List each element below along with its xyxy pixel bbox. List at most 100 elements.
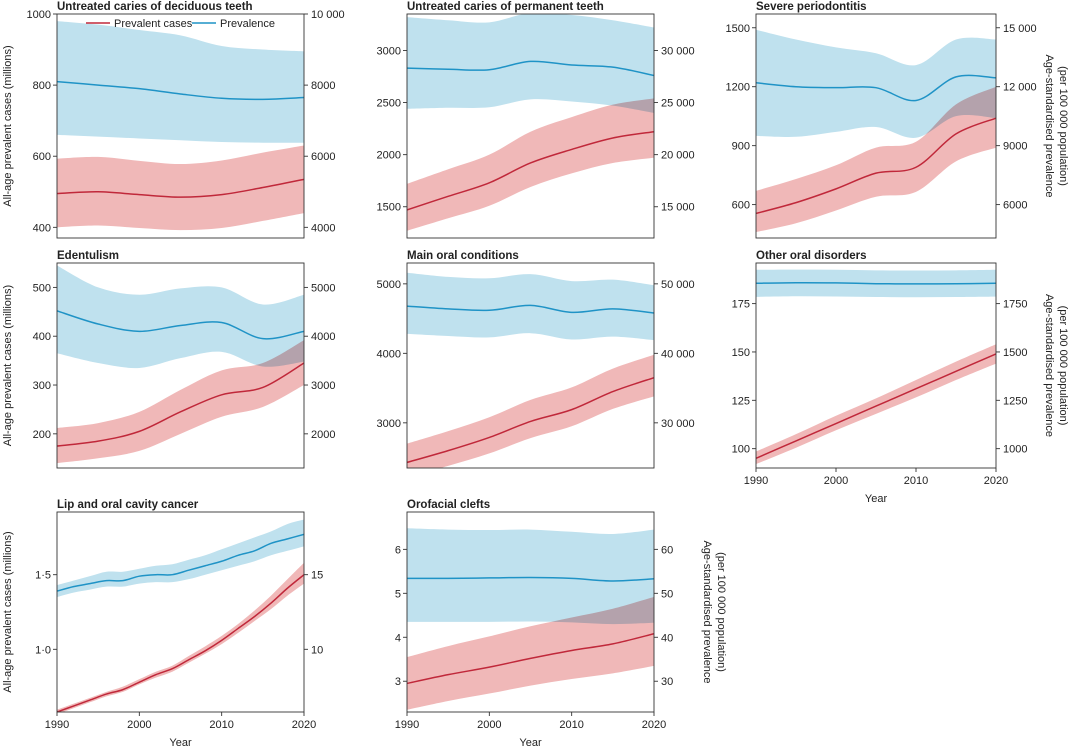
panel-frame xyxy=(406,13,655,239)
left-tick-label: 800 xyxy=(33,80,51,92)
right-axis-label: Age-standardised prevalence xyxy=(1043,54,1055,197)
plot-area xyxy=(57,21,304,231)
left-tick-label: 3000 xyxy=(377,418,401,430)
left-tick-label: 500 xyxy=(33,282,51,294)
right-tick-label: 1000 xyxy=(1003,444,1027,456)
right-tick-label: 12 000 xyxy=(1003,82,1037,94)
left-tick-label: 5 xyxy=(395,588,401,600)
x-tick-label: 2020 xyxy=(292,719,316,731)
left-tick-label: 300 xyxy=(33,380,51,392)
right-tick-label: 1250 xyxy=(1003,395,1027,407)
right-tick-label: 10 xyxy=(311,644,323,656)
x-tick-label: 1990 xyxy=(45,719,69,731)
cases-uncertainty-band xyxy=(407,98,654,231)
panel-title: Untreated caries of deciduous teeth xyxy=(57,1,253,13)
right-axis-label-units: (per 100 000 population) xyxy=(715,552,727,672)
prevalence-line xyxy=(756,281,996,285)
right-tick-label: 15 000 xyxy=(661,202,695,214)
x-tick-label: 2020 xyxy=(642,719,666,731)
panel-title: Orofacial clefts xyxy=(407,499,490,511)
x-tick-label: 1990 xyxy=(395,719,419,731)
panel-5: Main oral conditions 3000 4000 5000 30 000 40… xyxy=(377,250,695,469)
cases-line xyxy=(756,353,996,460)
right-tick-label: 20 000 xyxy=(661,150,695,162)
left-tick-label: 4000 xyxy=(377,348,401,360)
left-tick-label: 2000 xyxy=(377,150,401,162)
right-tick-label: 30 xyxy=(661,676,673,688)
right-tick-label: 3000 xyxy=(311,380,335,392)
left-tick-label: 1200 xyxy=(726,82,750,94)
x-axis-label: Year xyxy=(519,737,542,749)
plot-area xyxy=(57,265,304,464)
plot-area xyxy=(57,519,304,712)
prevalence-uncertainty-band xyxy=(407,272,654,341)
left-tick-label: 3000 xyxy=(377,45,401,57)
right-tick-label: 9000 xyxy=(1003,141,1027,153)
right-axis-label-units: (per 100 000 population) xyxy=(1057,306,1069,426)
x-tick-label: 2000 xyxy=(477,719,501,731)
x-tick-label: 2000 xyxy=(127,719,151,731)
cases-uncertainty-band xyxy=(407,596,654,710)
prevalence-line xyxy=(407,60,654,77)
panel-title: Edentulism xyxy=(57,250,119,262)
left-axis-label: All-age prevalent cases (millions) xyxy=(2,531,14,692)
plot-area xyxy=(407,14,654,231)
panel-6: Other oral disorders 100 125 150 175 1000 1250… xyxy=(732,250,1069,505)
legend: Prevalent cases Prevalence xyxy=(86,18,275,30)
plot-area xyxy=(756,29,996,233)
right-tick-label: 10 000 xyxy=(311,9,345,21)
cases-uncertainty-band xyxy=(57,145,304,231)
panel-title: Untreated caries of permanent teeth xyxy=(407,1,604,13)
panel-title: Severe periodontitis xyxy=(756,1,867,13)
panel-frame xyxy=(56,13,305,239)
legend-cases-label: Prevalent cases xyxy=(114,18,193,30)
left-tick-label: 3 xyxy=(395,676,401,688)
right-tick-label: 6000 xyxy=(311,151,335,163)
left-tick-label: 150 xyxy=(732,347,750,359)
x-axis-label: Year xyxy=(169,737,192,749)
right-tick-label: 40 000 xyxy=(661,348,695,360)
panel-frame xyxy=(755,262,997,469)
cases-uncertainty-band xyxy=(57,340,304,464)
left-tick-label: 1·5 xyxy=(35,570,51,582)
prevalence-uncertainty-band xyxy=(57,265,304,369)
panel-4: Edentulism 200 300 400 500 2000 3000 4000 5000 Al… xyxy=(2,250,335,469)
x-tick-label: 2010 xyxy=(559,719,583,731)
x-tick-label: 2000 xyxy=(824,475,848,487)
legend-prev-label: Prevalence xyxy=(220,18,275,30)
right-tick-label: 50 000 xyxy=(661,279,695,291)
prevalence-uncertainty-band xyxy=(407,14,654,113)
prevalence-line xyxy=(57,310,304,340)
cases-line xyxy=(407,130,654,211)
x-tick-label: 1990 xyxy=(744,475,768,487)
prevalence-uncertainty-band xyxy=(756,29,996,138)
panel-frame xyxy=(755,13,997,239)
cases-line xyxy=(756,117,996,215)
left-tick-label: 200 xyxy=(33,429,51,441)
x-tick-label: 2010 xyxy=(904,475,928,487)
panel-7: Lip and oral cavity cancer 1·0 1·5 10 15 1990… xyxy=(2,499,323,749)
right-tick-label: 8000 xyxy=(311,80,335,92)
cases-line xyxy=(57,178,304,198)
right-tick-label: 15 xyxy=(311,570,323,582)
panel-title: Lip and oral cavity cancer xyxy=(57,499,199,511)
cases-uncertainty-band xyxy=(407,354,654,468)
left-tick-label: 600 xyxy=(33,151,51,163)
prevalence-line xyxy=(407,304,654,314)
prevalence-uncertainty-band xyxy=(407,528,654,625)
plot-area xyxy=(407,272,654,468)
panel-title: Other oral disorders xyxy=(756,250,867,262)
panel-3: Severe periodontitis 600 900 1200 1500 6000 90… xyxy=(726,1,1069,239)
x-tick-label: 2020 xyxy=(984,475,1008,487)
prevalence-line xyxy=(57,80,304,101)
panel-frame xyxy=(406,262,655,469)
left-tick-label: 1000 xyxy=(27,9,51,21)
panel-frame xyxy=(56,511,305,713)
right-tick-label: 1500 xyxy=(1003,347,1027,359)
panel-title: Main oral conditions xyxy=(407,250,519,262)
left-tick-label: 2500 xyxy=(377,98,401,110)
right-tick-label: 60 xyxy=(661,544,673,556)
cases-line xyxy=(57,362,304,447)
right-tick-label: 25 000 xyxy=(661,98,695,110)
cases-line xyxy=(57,574,304,712)
